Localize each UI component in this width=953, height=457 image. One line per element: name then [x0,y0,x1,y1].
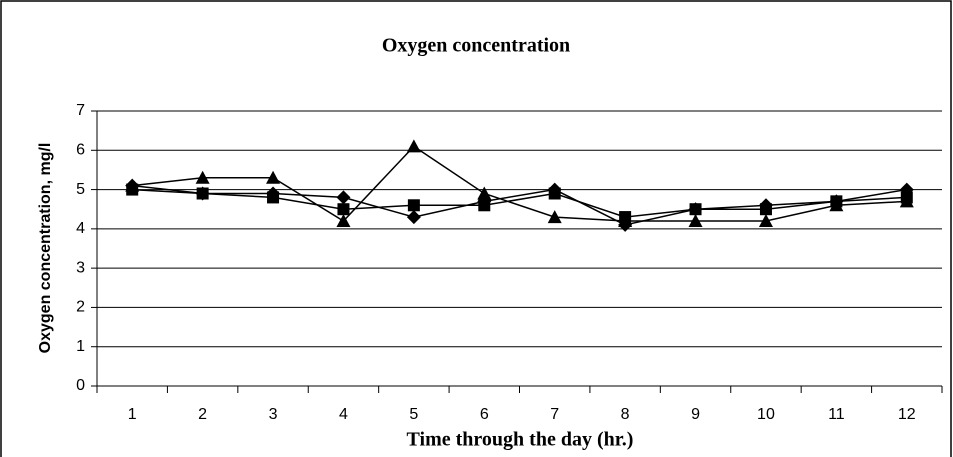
x-tick-label: 10 [757,406,775,423]
marker [477,186,492,200]
marker [758,214,773,227]
marker [689,203,702,216]
series-line [132,184,907,226]
x-tick-label: 9 [691,406,700,423]
marker [548,187,561,200]
x-tick-label: 7 [550,406,559,423]
x-tick-label: 3 [269,406,278,423]
marker [337,203,350,216]
y-tick-label: 3 [76,259,85,276]
series-line [132,145,907,222]
marker [618,214,633,227]
y-tick-label: 6 [76,142,85,159]
marker [406,210,421,225]
x-axis-label: Time through the day (hr.) [407,429,634,451]
marker [759,203,772,216]
y-tick-label: 2 [76,299,85,316]
y-tick-label: 7 [76,102,85,119]
x-tick-label: 8 [621,406,630,423]
marker [336,190,351,205]
chart-title: Oxygen concentration [382,35,570,57]
x-tick-label: 12 [898,406,916,423]
y-tick-label: 5 [76,181,85,198]
marker [547,210,562,224]
marker [336,214,351,227]
marker [829,198,844,212]
marker [196,187,209,200]
marker [478,199,491,212]
y-tick-label: 4 [76,220,85,237]
x-tick-label: 11 [828,406,845,423]
y-axis-label: Oxygen concentration, mg/l [37,143,54,354]
marker [688,214,703,227]
marker [899,194,914,208]
marker [195,170,210,184]
marker [406,139,421,153]
marker [266,170,281,184]
x-tick-label: 5 [409,406,418,423]
marker [267,191,280,204]
y-tick-label: 1 [76,338,85,355]
marker [125,178,140,192]
x-tick-label: 1 [128,406,137,423]
x-tick-label: 2 [198,406,207,423]
x-tick-label: 4 [339,406,348,423]
marker [407,199,420,212]
series-line [132,188,907,218]
y-tick-label: 0 [76,377,85,394]
x-tick-label: 6 [480,406,489,423]
